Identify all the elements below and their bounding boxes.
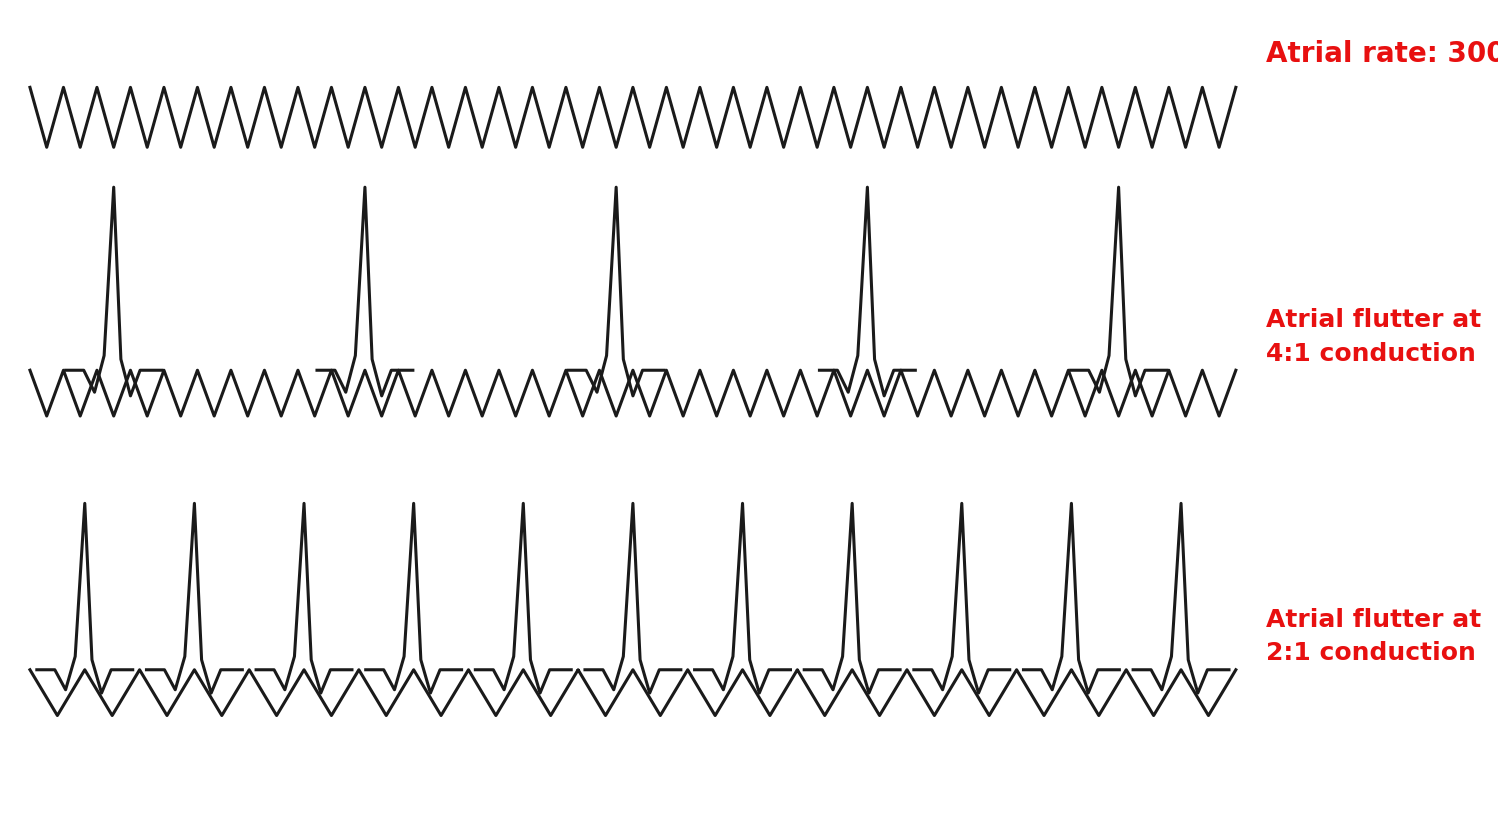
Text: Atrial rate: 300 BPM: Atrial rate: 300 BPM: [1266, 40, 1498, 68]
Text: Atrial flutter at
4:1 conduction: Atrial flutter at 4:1 conduction: [1266, 308, 1482, 366]
Text: Atrial flutter at
2:1 conduction: Atrial flutter at 2:1 conduction: [1266, 607, 1482, 666]
